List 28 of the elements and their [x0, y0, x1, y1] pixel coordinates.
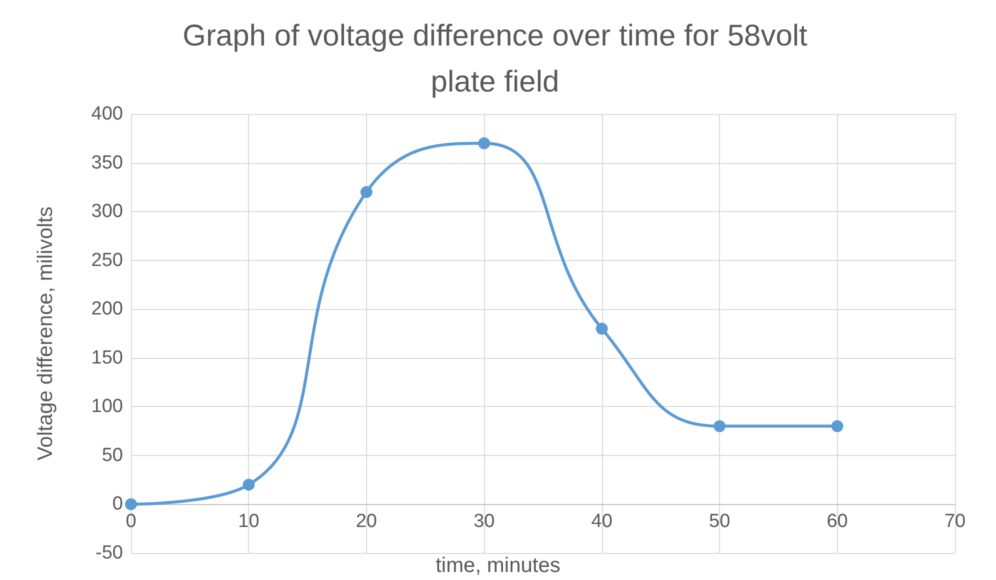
x-tick-label: 70 [944, 511, 966, 532]
point [831, 420, 844, 432]
y-tick-label: 0 [112, 494, 123, 515]
chart-title: Graph of voltage difference over time for 58volt plate field [182, 20, 808, 98]
point [125, 498, 137, 510]
y-tick-label: 50 [102, 444, 123, 466]
x-tick-label: 40 [591, 511, 612, 532]
y-tick-label: 150 [91, 347, 123, 368]
x-axis-title: time, minutes [436, 554, 560, 577]
point [242, 478, 255, 491]
y-tick-label: 250 [91, 250, 123, 271]
y-tick-label: 400 [91, 104, 123, 124]
x-tick-label: 10 [238, 511, 260, 532]
x-tick-label: 30 [474, 511, 495, 532]
x-tick-label: 50 [709, 511, 730, 532]
x-tick-label: 20 [356, 511, 377, 532]
y-tick-label: 100 [91, 396, 123, 418]
point [360, 186, 372, 198]
y-tick-label: 300 [91, 201, 123, 222]
point [596, 322, 608, 335]
y-tick-label: -50 [96, 542, 123, 564]
point [478, 137, 490, 150]
y-tick-label: 350 [91, 152, 123, 174]
y-axis-title: Voltage difference, milivolts [34, 206, 57, 461]
x-tick-label: 60 [826, 511, 848, 532]
x-tick-label: 0 [126, 511, 136, 532]
y-tick-label: 200 [91, 298, 123, 320]
point [714, 420, 726, 432]
